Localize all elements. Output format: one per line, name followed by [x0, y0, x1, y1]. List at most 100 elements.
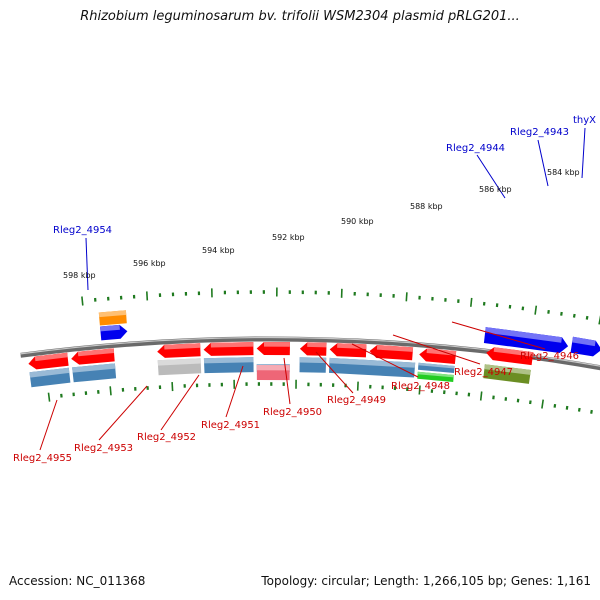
backbone-arc — [20, 336, 600, 371]
label-leader-lines — [39, 127, 586, 451]
gene-rleg2-4954b[interactable] — [100, 324, 128, 341]
scale-label-584kbp: 584 kbp — [547, 168, 580, 177]
gene-rleg2-4948[interactable] — [369, 345, 414, 361]
inner-scale-track — [47, 379, 593, 414]
gene-label-thyx[interactable]: thyX — [573, 115, 596, 126]
gene-features — [28, 310, 600, 388]
scale-label-596kbp: 596 kbp — [133, 259, 166, 268]
gene-rleg2-4951-shine — [264, 342, 290, 347]
gene-rleg2-4944[interactable] — [483, 327, 569, 353]
gene-rleg2-4951[interactable] — [256, 342, 290, 356]
inner-scale-tick — [553, 403, 557, 408]
outer-scale-tick — [560, 311, 563, 316]
gene-rleg2-4955c-shine — [29, 367, 70, 378]
gene-rleg2-4950b-shine — [299, 357, 327, 364]
gene-rleg2-4953-shine — [164, 343, 201, 350]
reverse-leader-line — [39, 399, 58, 451]
inner-scale-tick — [565, 405, 569, 410]
inner-scale-tick — [479, 391, 483, 401]
forward-leader-line — [581, 127, 586, 179]
gene-label-rleg2-4943[interactable]: Rleg2_4943 — [510, 127, 569, 138]
gene-rleg2-4955c[interactable] — [29, 367, 71, 388]
forward-leader-line — [537, 139, 549, 187]
gene-rleg2-4947c[interactable] — [417, 371, 454, 382]
gene-rleg2-4954b-shine — [100, 324, 120, 332]
gene-label-rleg2-4951[interactable]: Rleg2_4951 — [201, 420, 260, 431]
gene-rleg2-4946-shine — [493, 347, 534, 357]
gene-rleg2-4943[interactable] — [570, 336, 600, 357]
gene-rleg2-4954[interactable] — [98, 310, 127, 326]
outer-scale-tick — [146, 291, 149, 301]
scale-label-586kbp: 586 kbp — [479, 185, 512, 194]
gene-rleg2-4955d-shine — [72, 363, 116, 373]
outer-scale-tick — [470, 297, 473, 307]
genome-backbone — [20, 336, 600, 371]
reverse-leader-line — [315, 351, 354, 394]
gene-rleg2-4949b[interactable] — [329, 357, 416, 378]
scale-label-592kbp: 592 kbp — [272, 233, 305, 242]
gene-rleg2-4947[interactable] — [419, 348, 457, 365]
outer-scale-tick — [585, 315, 589, 320]
gene-rleg2-4951c-shine — [256, 365, 290, 371]
gene-label-rleg2-4948[interactable]: Rleg2_4948 — [391, 381, 450, 392]
gene-rleg2-4946b[interactable] — [483, 364, 531, 384]
scale-label-588kbp: 588 kbp — [410, 202, 443, 211]
reverse-leader-line — [98, 385, 148, 441]
inner-scale-tick — [418, 385, 421, 395]
gene-rleg2-4953[interactable] — [157, 343, 201, 358]
gene-label-rleg2-4947[interactable]: Rleg2_4947 — [454, 367, 513, 378]
gene-rleg2-4947c-shine — [417, 371, 454, 378]
inner-scale-tick — [529, 400, 532, 405]
gene-rleg2-4952b[interactable] — [203, 357, 254, 374]
gene-label-rleg2-4946[interactable]: Rleg2_4946 — [520, 351, 579, 362]
gene-rleg2-4955a[interactable] — [28, 352, 69, 370]
gene-rleg2-4955b-shine — [77, 348, 114, 357]
gene-label-rleg2-4955[interactable]: Rleg2_4955 — [13, 453, 72, 464]
outer-scale-tick — [534, 305, 538, 315]
map-title: Rhizobium leguminosarum bv. trifolii WSM… — [80, 9, 520, 24]
gene-rleg2-4955b[interactable] — [71, 348, 115, 365]
scale-label-590kbp: 590 kbp — [341, 217, 374, 226]
scale-label-594kbp: 594 kbp — [202, 246, 235, 255]
gene-rleg2-4952[interactable] — [203, 342, 254, 356]
gene-rleg2-4947b[interactable] — [418, 362, 455, 373]
reverse-leader-line — [392, 334, 481, 365]
gene-rleg2-4948-shine — [376, 345, 414, 352]
gene-label-rleg2-4953[interactable]: Rleg2_4953 — [74, 443, 133, 454]
gene-rleg2-4953b[interactable] — [157, 358, 202, 376]
gene-rleg2-4946b-shine — [484, 364, 531, 375]
gene-rleg2-4946[interactable] — [486, 347, 534, 366]
reverse-leader-line — [451, 321, 546, 350]
gene-label-rleg2-4949[interactable]: Rleg2_4949 — [327, 395, 386, 406]
gene-label-rleg2-4952[interactable]: Rleg2_4952 — [137, 432, 196, 443]
gene-rleg2-4949[interactable] — [329, 343, 367, 358]
outer-scale-tick — [405, 292, 408, 302]
backbone-highlight — [20, 336, 600, 367]
gene-label-rleg2-4944[interactable]: Rleg2_4944 — [446, 143, 505, 154]
reverse-leader-line — [225, 365, 244, 418]
gene-rleg2-4951c[interactable] — [256, 365, 290, 381]
gene-rleg2-4952b-shine — [203, 357, 254, 364]
inner-scale-tick — [109, 386, 112, 396]
reverse-leader-line — [351, 343, 419, 378]
gene-rleg2-4950b[interactable] — [299, 357, 327, 373]
gene-rleg2-4953b-shine — [157, 358, 201, 366]
inner-scale-tick — [590, 409, 593, 414]
gene-label-rleg2-4954[interactable]: Rleg2_4954 — [53, 225, 112, 236]
inner-scale-tick — [171, 382, 174, 392]
scale-label-598kbp: 598 kbp — [63, 271, 96, 280]
reverse-leader-line — [283, 357, 291, 405]
inner-scale-tick — [516, 398, 520, 403]
reverse-leader-line — [160, 374, 200, 431]
gene-rleg2-4955d[interactable] — [72, 363, 117, 383]
summary-text: Topology: circular; Length: 1,266,105 bp… — [261, 574, 591, 588]
forward-leader-line — [476, 154, 506, 199]
gene-label-rleg2-4950[interactable]: Rleg2_4950 — [263, 407, 322, 418]
outer-scale-tick — [81, 296, 84, 306]
gene-rleg2-4954-shine — [98, 310, 127, 318]
gene-rleg2-4955a-shine — [34, 352, 68, 362]
inner-scale-tick — [541, 399, 544, 409]
outer-scale-tick — [521, 306, 525, 311]
gene-rleg2-4950[interactable] — [299, 342, 327, 356]
